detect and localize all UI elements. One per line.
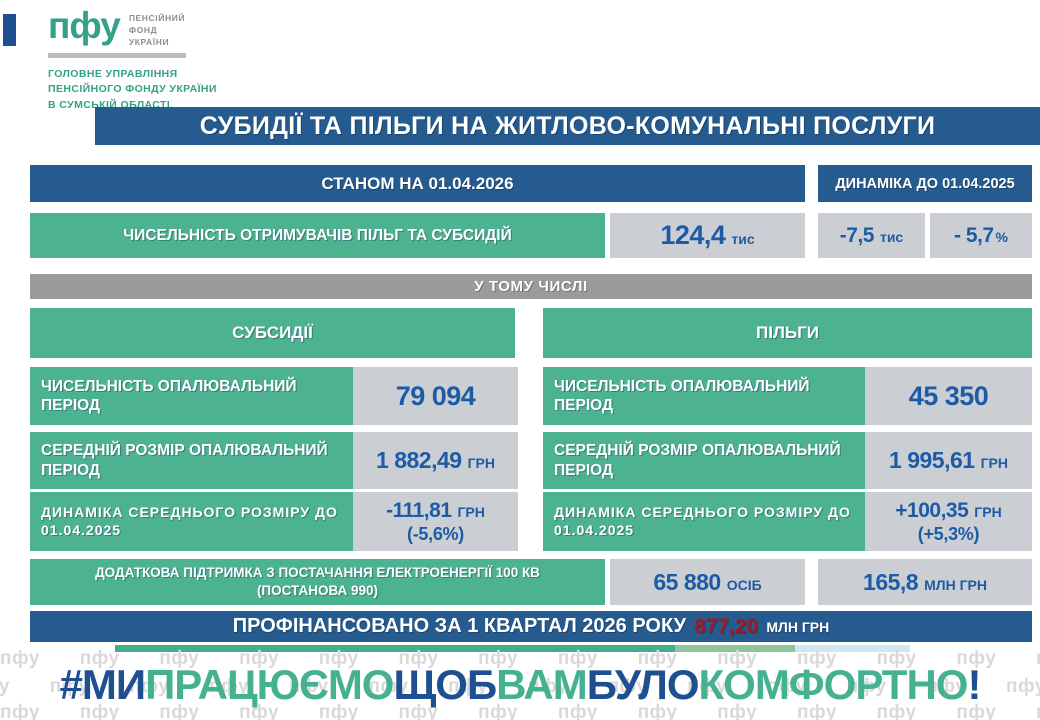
benefits-dynamics-label: ДИНАМІКА СЕРЕДНЬОГО РОЗМІРУ ДО 01.04.202… bbox=[543, 492, 870, 551]
pfu-logo-caption: ПЕНСІЙНИЙ ФОНД УКРАЇНИ bbox=[129, 13, 185, 49]
as-of-date-text: СТАНОМ НА 01.04.2026 bbox=[321, 173, 514, 193]
receivers-delta-number: -7,5 bbox=[839, 223, 875, 247]
benefits-count-label: ЧИСЕЛЬНІСТЬ ОПАЛЮВАЛЬНИЙ ПЕРІОД bbox=[543, 367, 870, 425]
receivers-count-value: 124,4 тис bbox=[610, 213, 805, 258]
pfu-watermark-row: пфу пфу пфу пфу пфу пфу пфу пфу пфу пфу … bbox=[0, 676, 1040, 697]
dynamics-date-bar: ДИНАМІКА ДО 01.04.2025 bbox=[818, 165, 1032, 202]
financed-bar: ПРОФІНАНСОВАНО ЗА 1 КВАРТАЛ 2026 РОКУ 87… bbox=[30, 611, 1032, 642]
benefits-dynamics-value: +100,35 ГРН (+5,3%) bbox=[865, 492, 1032, 551]
hashtag-segment: ! bbox=[967, 661, 981, 708]
receivers-delta-unit: тис bbox=[879, 228, 904, 245]
receivers-delta-value: -7,5 тис bbox=[818, 213, 925, 258]
receivers-delta-pct-number: - 5,7 bbox=[954, 223, 994, 247]
logo-caption-line: УКРАЇНИ bbox=[128, 36, 170, 47]
hashtag-segment: #МИ bbox=[59, 661, 147, 708]
hashtag-segment: БУЛО bbox=[586, 661, 700, 708]
benefits-count-value: 45 350 bbox=[865, 367, 1032, 425]
page-title: СУБИДІЇ ТА ПІЛЬГИ НА ЖИТЛОВО-КОМУНАЛЬНІ … bbox=[95, 107, 1040, 145]
org-name-line: ПЕНСІЙНОГО ФОНДУ УКРАЇНИ bbox=[48, 83, 217, 96]
support-label-line1: ДОДАТКОВА ПІДТРИМКА З ПОСТАЧАННЯ ЕЛЕКТРО… bbox=[95, 564, 540, 580]
including-bar: У ТОМУ ЧИСЛІ bbox=[30, 274, 1032, 299]
dynamics-date-text: ДИНАМІКА ДО 01.04.2025 bbox=[835, 175, 1015, 192]
as-of-date-bar: СТАНОМ НА 01.04.2026 bbox=[30, 165, 805, 202]
pfu-watermark-row: пфу пфу пфу пфу пфу пфу пфу пфу пфу пфу … bbox=[0, 648, 1040, 669]
logo-underline bbox=[48, 52, 186, 58]
page-title-text: СУБИДІЇ ТА ПІЛЬГИ НА ЖИТЛОВО-КОМУНАЛЬНІ … bbox=[199, 111, 936, 140]
receivers-count-unit: тис bbox=[731, 231, 755, 247]
strip-segment-sage bbox=[675, 645, 795, 652]
left-accent-bar bbox=[3, 14, 16, 46]
receivers-count-number: 124,4 bbox=[660, 220, 726, 250]
subsidies-dynamics-label: ДИНАМІКА СЕРЕДНЬОГО РОЗМІРУ ДО 01.04.202… bbox=[30, 492, 357, 551]
logo-caption-line: ФОНД bbox=[128, 24, 158, 35]
receivers-delta-pct-value: - 5,7% bbox=[930, 213, 1032, 258]
financed-unit: МЛН ГРН bbox=[766, 618, 830, 635]
financed-amount: 877,20 bbox=[694, 614, 759, 638]
hashtag-segment: ПРАЦЮЄМО bbox=[145, 661, 394, 708]
subsidies-average-value: 1 882,49 ГРН bbox=[353, 432, 518, 489]
segmented-strip bbox=[115, 645, 910, 652]
hashtag-segment: КОМФОРТНО bbox=[698, 661, 969, 708]
subsidies-dynamics-pct: (-5,6%) bbox=[407, 523, 464, 544]
receivers-delta-pct-unit: % bbox=[995, 228, 1008, 245]
subsidies-header: СУБСИДІЇ bbox=[30, 308, 515, 358]
benefits-dynamics-pct: (+5,3%) bbox=[917, 523, 980, 544]
benefits-average-label: СЕРЕДНІЙ РОЗМІР ОПАЛЮВАЛЬНИЙ ПЕРІОД bbox=[543, 432, 870, 489]
pfu-logo: пфу bbox=[48, 5, 121, 46]
strip-segment-lightblue bbox=[795, 645, 910, 652]
logo-block: пфу ПЕНСІЙНИЙ ФОНД УКРАЇНИ ГОЛОВНЕ УПРАВ… bbox=[48, 5, 217, 114]
hashtag-segment: ВАМ bbox=[496, 661, 588, 708]
support-label: ДОДАТКОВА ПІДТРИМКА З ПОСТАЧАННЯ ЕЛЕКТРО… bbox=[30, 559, 605, 605]
logo-caption-line: ПЕНСІЙНИЙ bbox=[128, 13, 186, 23]
subsidies-dynamics-value: -111,81 ГРН (-5,6%) bbox=[353, 492, 518, 551]
support-persons-value: 65 880 ОСІБ bbox=[610, 559, 805, 605]
strip-segment-teal bbox=[115, 645, 675, 652]
support-label-line2: (ПОСТАНОВА 990) bbox=[256, 583, 379, 598]
benefits-header: ПІЛЬГИ bbox=[543, 308, 1032, 358]
benefits-average-value: 1 995,61 ГРН bbox=[865, 432, 1032, 489]
org-name-line: ГОЛОВНЕ УПРАВЛІННЯ bbox=[48, 67, 178, 80]
support-amount-value: 165,8 МЛН ГРН bbox=[818, 559, 1032, 605]
receivers-label: ЧИСЕЛЬНІСТЬ ОТРИМУВАЧІВ ПІЛЬГ ТА СУБСИДІ… bbox=[30, 213, 605, 258]
pfu-watermark-row: пфу пфу пфу пфу пфу пфу пфу пфу пфу пфу … bbox=[0, 702, 1040, 720]
subsidies-count-label: ЧИСЕЛЬНІСТЬ ОПАЛЮВАЛЬНИЙ ПЕРІОД bbox=[30, 367, 357, 425]
hashtag-segment: ЩОБ bbox=[393, 661, 497, 708]
financed-prefix: ПРОФІНАНСОВАНО ЗА 1 КВАРТАЛ 2026 РОКУ bbox=[232, 615, 687, 637]
subsidies-count-value: 79 094 bbox=[353, 367, 518, 425]
subsidies-average-label: СЕРЕДНІЙ РОЗМІР ОПАЛЮВАЛЬНИЙ ПЕРІОД bbox=[30, 432, 357, 489]
hashtag-slogan: #МИПРАЦЮЄМОЩОБВАМБУЛОКОМФОРТНО! bbox=[0, 662, 1040, 708]
